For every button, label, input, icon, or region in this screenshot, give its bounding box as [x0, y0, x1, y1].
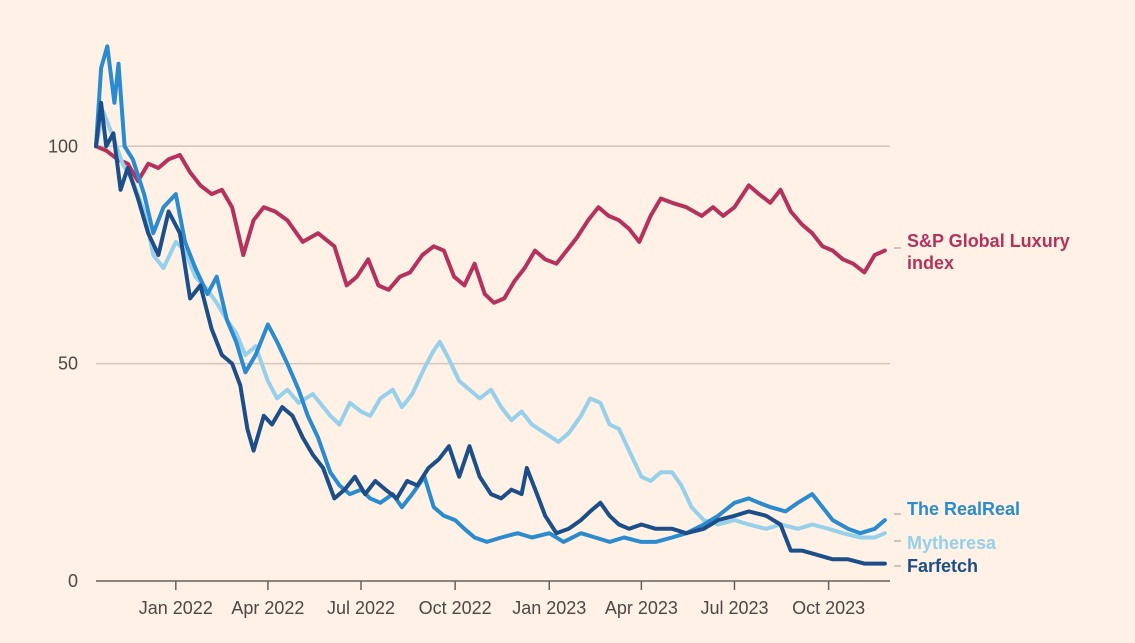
series-label-farfetch: Farfetch: [907, 556, 978, 576]
x-tick-label-jul-2023: Jul 2023: [700, 598, 768, 618]
series-line-mytheresa: [94, 109, 887, 540]
x-tick-label-jul-2022: Jul 2022: [327, 598, 395, 618]
series-label-mytheresa: Mytheresa: [907, 533, 997, 553]
y-tick-label-50: 50: [58, 354, 78, 374]
x-axis: Jan 2022 Apr 2022 Jul 2022 Oct 2022 Jan 2023…: [139, 581, 865, 618]
x-tick-label-oct-2023: Oct 2023: [792, 598, 865, 618]
series-label-s-p-global-luxury-index: S&P Global Luxury index: [907, 231, 1070, 273]
y-tick-label-0: 0: [68, 571, 78, 591]
y-tick-label-100: 100: [48, 136, 78, 156]
x-tick-label-apr-2023: Apr 2023: [605, 598, 678, 618]
series-line-s-p-global-luxury-index: [94, 144, 887, 305]
grid-lines: 0 50 100: [48, 136, 890, 591]
series-lines: [94, 44, 887, 566]
series-labels: S&P Global Luxury index The RealReal Myther…: [894, 231, 1070, 576]
series-line-the-realreal: [94, 44, 887, 544]
x-tick-label-jan-2022: Jan 2022: [139, 598, 213, 618]
x-tick-label-apr-2022: Apr 2022: [231, 598, 304, 618]
x-tick-label-oct-2022: Oct 2022: [419, 598, 492, 618]
series-label-the-realreal: The RealReal: [907, 499, 1020, 519]
series-line-farfetch: [94, 100, 887, 566]
x-tick-label-jan-2023: Jan 2023: [512, 598, 586, 618]
